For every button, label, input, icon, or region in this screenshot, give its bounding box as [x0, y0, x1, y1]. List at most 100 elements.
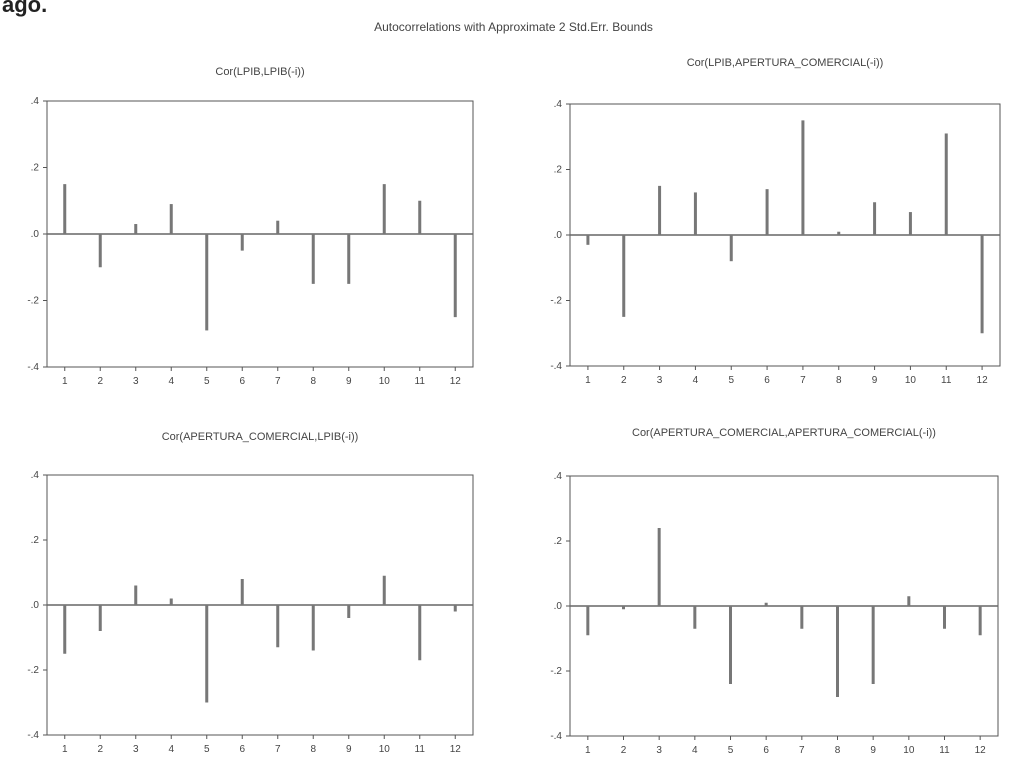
bar-lag-8 [311, 234, 315, 284]
bar-lag-1 [586, 235, 590, 245]
x-tick-label: 12 [450, 376, 462, 387]
x-tick-label: 3 [656, 745, 662, 756]
y-tick-label: -.4 [550, 361, 562, 372]
chart-pib-pib: Cor(LPIB,LPIB(-i))-.4-.2.0.2.41 2 3 4 5 6 7 8 9 1… [27, 66, 474, 387]
bar-lag-1 [63, 184, 67, 234]
x-tick-label: 5 [204, 744, 210, 755]
x-tick-label: 1 [62, 376, 68, 387]
x-tick-label: 8 [310, 744, 316, 755]
y-tick-label: .4 [554, 471, 563, 482]
bar-lag-11 [418, 200, 422, 234]
bar-lag-6 [765, 189, 769, 235]
y-tick-label: .0 [554, 230, 563, 241]
y-tick-label: -.2 [27, 665, 39, 676]
y-tick-label: -.4 [550, 731, 562, 742]
panel-apertura-pib: Cor(APERTURA_COMERCIAL,LPIB(-i)) -.4 -.2 .0… [0, 412, 510, 760]
x-tick-label: 11 [939, 745, 950, 756]
bar-lag-9 [871, 606, 875, 684]
bar-lag-1 [63, 605, 67, 654]
x-tick-label: 2 [621, 375, 627, 386]
header-fragment: ago. [2, 0, 48, 17]
bar-lag-4 [693, 192, 697, 235]
chart-apertura-pib: Cor(APERTURA_COMERCIAL,LPIB(-i)) -.4 -.2 .0… [27, 431, 474, 755]
x-tick-label: 11 [415, 376, 426, 387]
bar-lag-11 [944, 133, 948, 235]
x-tick-label: 1 [62, 744, 68, 755]
x-tick-label: 7 [275, 744, 281, 755]
x-tick-label: 9 [872, 375, 878, 386]
bar-lag-8 [311, 605, 315, 651]
y-tick-label: .0 [31, 600, 40, 611]
x-tick-label: 4 [168, 376, 174, 387]
x-tick-label: 7 [799, 745, 805, 756]
x-tick-label: 4 [692, 745, 698, 756]
y-tick-label: .2 [31, 163, 40, 174]
x-tick-label: 9 [346, 744, 352, 755]
bar-lag-5 [205, 234, 209, 331]
x-tick-label: 1 [585, 745, 591, 756]
x-tick-label: 3 [657, 375, 663, 386]
bar-lag-2 [98, 605, 102, 631]
y-tick-label: .4 [554, 99, 563, 110]
bar-lag-3 [657, 528, 661, 606]
bar-lag-2 [622, 606, 625, 610]
x-tick-label: 12 [450, 744, 462, 755]
x-tick-label: 9 [346, 376, 352, 387]
x-tick-label: 2 [97, 744, 103, 755]
bar-lag-10 [382, 184, 386, 234]
bar-lag-4 [693, 606, 697, 629]
x-tick-label: 3 [133, 376, 139, 387]
x-tick-label: 6 [763, 745, 769, 756]
chart-pib-apertura: Cor(LPIB,APERTURA_COMERCIAL(-i)) -.4 -.2 .0… [550, 57, 1001, 386]
bar-lag-9 [873, 202, 877, 235]
x-tick-label: 12 [975, 745, 987, 756]
bar-lag-3 [658, 185, 662, 235]
y-tick-label: .4 [31, 470, 40, 481]
x-tick-label: 2 [97, 376, 103, 387]
x-tick-label: 5 [728, 375, 734, 386]
bar-lag-9 [347, 234, 351, 284]
bar-lag-1 [586, 606, 590, 636]
y-tick-label: .2 [554, 165, 563, 176]
bar-lag-10 [908, 212, 912, 235]
bar-lag-2 [622, 235, 626, 317]
y-tick-label: -.4 [27, 362, 39, 373]
panel-pib-apertura: Cor(LPIB,APERTURA_COMERCIAL(-i)) -.4 -.2 .0… [517, 45, 1027, 386]
x-tick-label: 10 [379, 376, 391, 387]
x-tick-label: 10 [379, 744, 391, 755]
y-tick-label: -.2 [550, 296, 562, 307]
x-tick-label: 7 [275, 376, 281, 387]
bar-lag-4 [169, 204, 173, 234]
x-tick-label: 4 [693, 375, 699, 386]
x-tick-label: 5 [204, 376, 210, 387]
y-tick-label: .0 [554, 601, 563, 612]
bar-lag-7 [276, 605, 280, 648]
bar-lag-8 [836, 606, 839, 697]
panel-pib-pib: Cor(LPIB,LPIB(-i)) -.4 -.2.0.2.4 1 2 3 4 5 6 7 8 9 1… [0, 45, 510, 387]
bar-lag-11 [943, 606, 946, 629]
y-tick-label: .4 [31, 96, 40, 107]
x-tick-label: 5 [728, 745, 734, 756]
bar-lag-6 [240, 234, 244, 251]
bar-lag-3 [134, 224, 138, 234]
x-tick-label: 6 [239, 744, 245, 755]
bar-lag-11 [418, 605, 422, 661]
bar-lag-5 [729, 235, 733, 262]
chart-apertura-apertura: Cor(APERTURA_COMERCIAL,APERTURA_COMERCIA… [550, 427, 999, 756]
x-tick-label: 2 [621, 745, 627, 756]
x-tick-label: 12 [977, 375, 989, 386]
x-tick-label: 8 [836, 375, 842, 386]
bar-lag-12 [978, 606, 982, 636]
x-tick-label: 8 [310, 376, 316, 387]
bar-lag-5 [729, 606, 732, 684]
chart-title: Cor(APERTURA_COMERCIAL,APERTURA_COMERCIA… [632, 427, 936, 439]
bar-lag-10 [382, 575, 386, 605]
bar-lag-12 [980, 235, 984, 334]
y-tick-label: -.4 [27, 730, 39, 741]
y-tick-label: -.2 [27, 296, 39, 307]
bar-lag-8 [837, 231, 841, 235]
y-tick-label: .2 [31, 535, 40, 546]
bar-lag-4 [169, 598, 173, 605]
panel-apertura-apertura: Cor(APERTURA_COMERCIAL,APERTURA_COMERCIA… [517, 412, 1027, 760]
x-tick-label: 6 [239, 376, 245, 387]
